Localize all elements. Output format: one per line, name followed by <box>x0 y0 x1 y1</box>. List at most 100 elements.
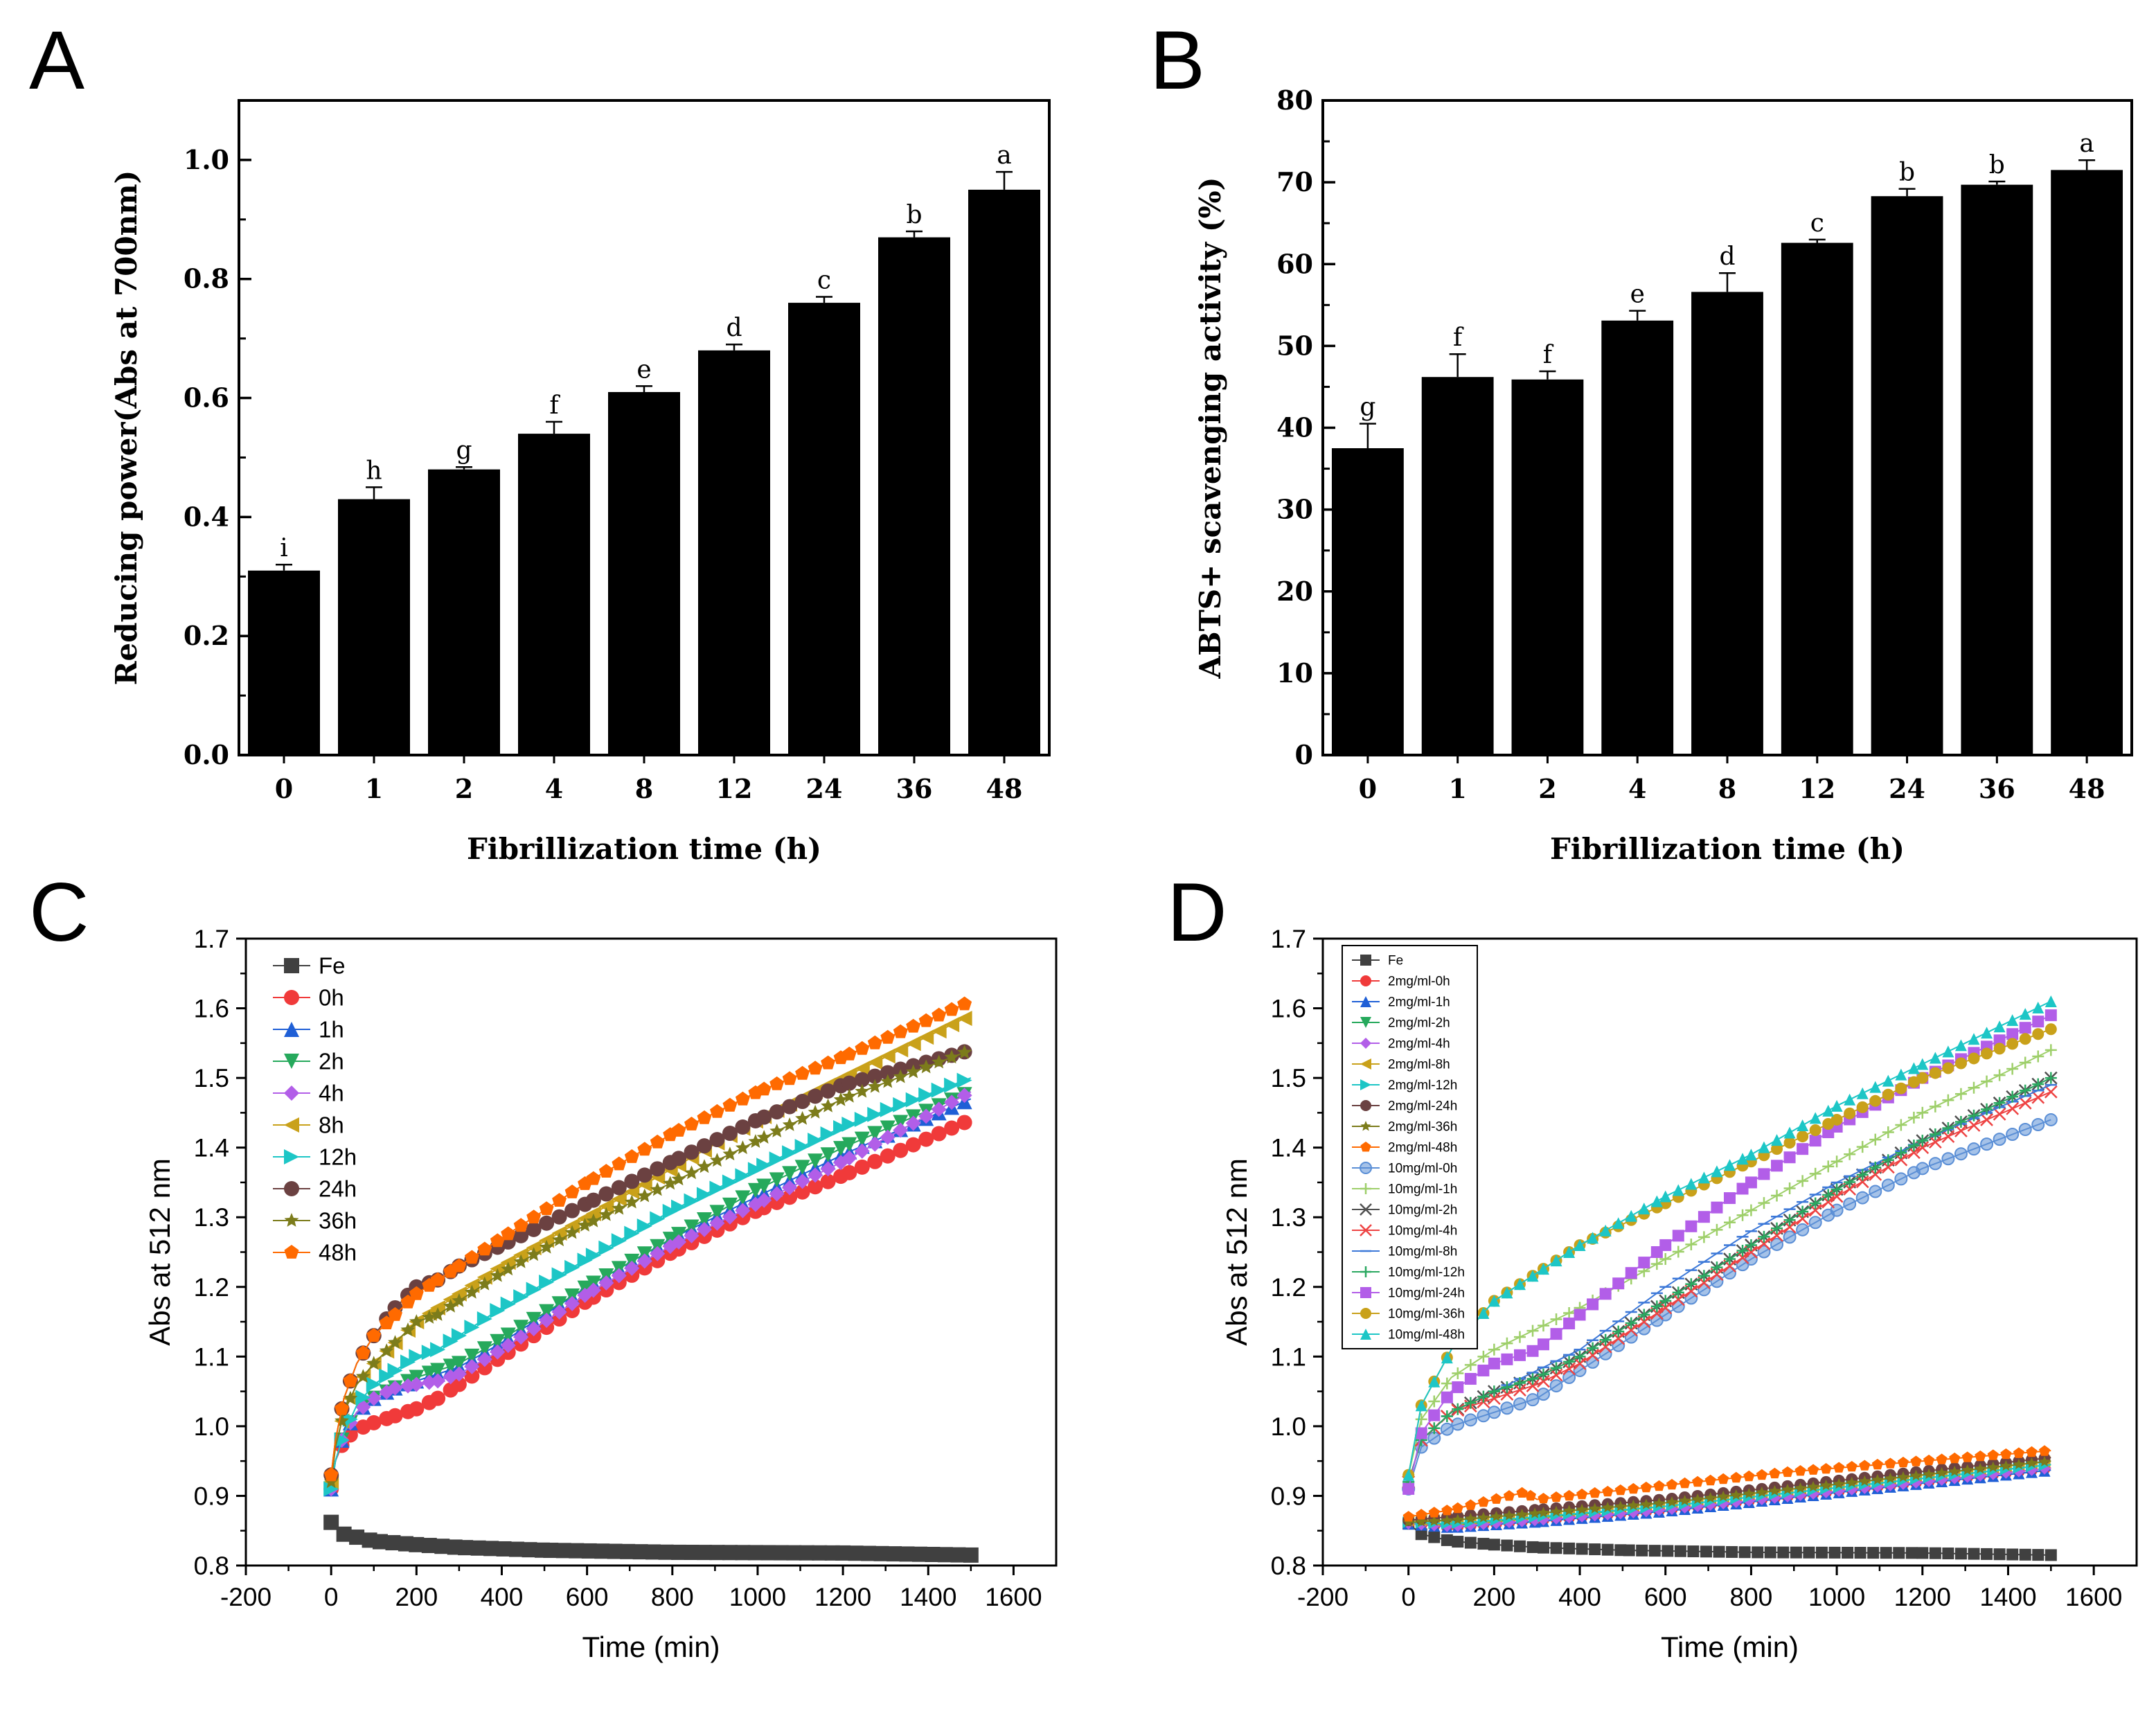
data-point <box>1820 1479 1832 1491</box>
data-point <box>1490 1510 1502 1522</box>
data-point <box>756 1109 772 1125</box>
data-point <box>820 1083 836 1099</box>
y-tick-label: 1.0 <box>194 1412 229 1441</box>
y-tick-label: 1.3 <box>1271 1203 1306 1232</box>
data-point <box>1867 1547 1880 1559</box>
y-tick-label: 1.5 <box>194 1064 229 1092</box>
data-point <box>2018 1096 2032 1110</box>
legend-marker <box>1360 975 1371 986</box>
data-point <box>1895 1068 1907 1081</box>
data-point <box>594 1543 610 1559</box>
data-point <box>709 1205 725 1221</box>
data-point <box>577 1252 593 1268</box>
legend-label: 10mg/ml-4h <box>1388 1224 1457 1239</box>
data-point <box>1797 1143 1809 1155</box>
data-point <box>1415 1528 1427 1541</box>
data-point <box>1797 1175 1809 1187</box>
data-point <box>1894 1172 1908 1186</box>
data-point <box>1441 1514 1453 1525</box>
y-tick-label: 1.4 <box>194 1134 229 1162</box>
data-point <box>1869 1185 1882 1198</box>
bar <box>788 303 860 755</box>
legend-marker <box>1360 1308 1371 1319</box>
data-point <box>1796 1223 1810 1236</box>
legend-label: 2h <box>319 1049 344 1074</box>
x-tick-label: 4 <box>1628 773 1646 804</box>
data-point <box>598 1186 614 1202</box>
data-point <box>722 1097 738 1112</box>
legend-label: 2mg/ml-0h <box>1388 975 1450 989</box>
data-point <box>1916 1162 1930 1176</box>
data-point <box>476 1311 492 1327</box>
data-point <box>1764 1546 1776 1559</box>
data-point <box>867 1153 883 1169</box>
data-point <box>539 1215 555 1231</box>
data-point <box>1794 1482 1806 1493</box>
error-bar <box>456 466 472 470</box>
data-point <box>1614 1484 1626 1496</box>
legend-label: 2mg/ml-1h <box>1388 995 1450 1010</box>
data-point <box>1625 1317 1637 1329</box>
data-point <box>1490 1493 1502 1504</box>
data-point <box>1563 1542 1576 1554</box>
data-point <box>1452 1403 1464 1415</box>
data-point <box>1477 1538 1490 1550</box>
significance-letter: f <box>549 391 560 420</box>
data-point <box>769 1151 785 1167</box>
data-point <box>747 1545 763 1561</box>
x-tick-label: 1200 <box>1894 1583 1951 1611</box>
data-point <box>1928 1157 1942 1171</box>
data-point <box>650 1211 666 1227</box>
legend-marker <box>284 1245 299 1259</box>
data-point <box>756 1081 772 1096</box>
data-point <box>349 1530 365 1545</box>
data-point <box>1843 1182 1857 1196</box>
data-point <box>387 1408 403 1424</box>
data-point <box>747 1182 763 1198</box>
data-point <box>323 1467 339 1482</box>
data-point <box>586 1171 601 1185</box>
data-point <box>2019 1022 2031 1034</box>
data-point <box>551 1296 567 1312</box>
data-point <box>1501 1381 1513 1394</box>
data-point <box>1929 1100 1941 1112</box>
data-point <box>2044 1023 2057 1036</box>
data-point <box>841 1164 857 1180</box>
data-point <box>1636 1544 1648 1557</box>
data-point <box>1771 1222 1783 1234</box>
data-point <box>1783 1126 1796 1139</box>
data-point <box>539 1313 555 1329</box>
legend-label: 48h <box>319 1240 357 1266</box>
legend-label: 10mg/ml-12h <box>1388 1266 1465 1280</box>
data-point <box>1724 1216 1736 1229</box>
data-point <box>1513 1383 1526 1397</box>
series-10mg-ml-36h <box>1402 1023 2057 1481</box>
data-point <box>409 1349 425 1365</box>
legend-label: 4h <box>319 1081 344 1106</box>
data-point <box>841 1150 857 1166</box>
data-point <box>808 1061 823 1075</box>
data-point <box>552 1232 567 1247</box>
data-point <box>1537 1374 1550 1388</box>
series-10mg-ml-12h <box>1402 1072 2057 1488</box>
data-point <box>1513 1540 1526 1552</box>
data-point <box>1724 1253 1736 1266</box>
data-point <box>956 1011 972 1027</box>
data-point <box>526 1311 542 1327</box>
data-point <box>2031 1090 2045 1104</box>
data-point <box>1730 1471 1742 1483</box>
data-point <box>684 1219 700 1235</box>
data-point <box>794 1094 810 1110</box>
y-tick-label: 20 <box>1276 576 1313 607</box>
x-tick-label: 600 <box>1644 1583 1687 1611</box>
data-point <box>598 1207 614 1221</box>
data-point <box>2032 1078 2044 1090</box>
data-point <box>808 1179 823 1195</box>
y-tick-label: 1.6 <box>194 995 229 1023</box>
data-point <box>1503 1490 1515 1501</box>
bar <box>878 237 950 755</box>
data-point <box>490 1333 506 1349</box>
y-tick-label: 1.2 <box>194 1273 229 1302</box>
data-point <box>820 1173 836 1189</box>
